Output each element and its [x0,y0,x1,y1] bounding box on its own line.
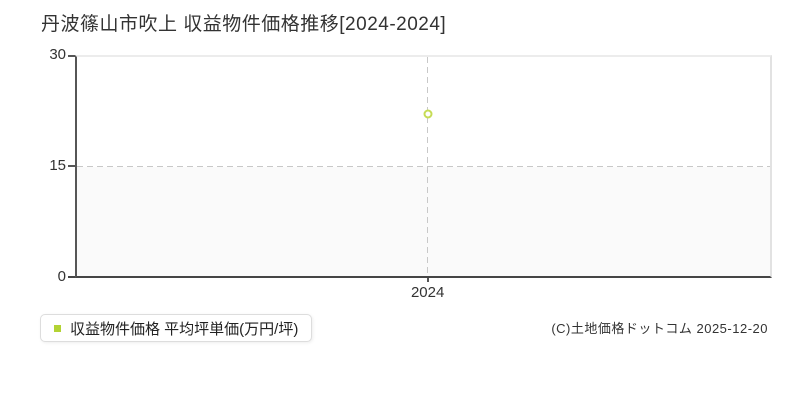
data-point-marker [423,109,433,119]
y-tick-label-0: 0 [57,268,66,285]
copyright-text: (C)土地価格ドットコム 2025-12-20 [551,321,768,336]
y-tick-label-30: 30 [49,46,66,63]
vertical-gridline-2024 [427,57,429,276]
legend-series-label: 収益物件価格 平均坪単価(万円/坪) [70,320,299,338]
y-tick-30 [68,55,75,57]
chart-title: 丹波篠山市吹上 収益物件価格推移[2024-2024] [41,14,447,35]
horizontal-gridline-15 [77,165,770,167]
legend: 収益物件価格 平均坪単価(万円/坪) [40,314,313,342]
plot-area: 2024 [68,55,772,301]
legend-series-swatch-icon [54,324,61,332]
y-tick-15 [68,164,75,167]
x-tick-label-2024: 2024 [410,284,445,301]
x-tick-2024 [426,278,429,282]
lower-band [77,166,770,276]
y-tick-label-15: 15 [49,157,66,174]
y-tick-0 [68,276,75,278]
